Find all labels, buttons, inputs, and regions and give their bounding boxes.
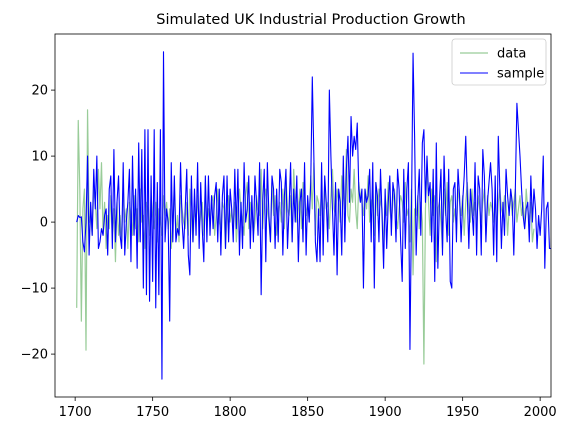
x-tick-label: 1900 bbox=[369, 405, 402, 420]
y-tick-label: 20 bbox=[31, 84, 48, 99]
y-tick-label: −10 bbox=[21, 282, 48, 297]
x-tick-label: 1950 bbox=[446, 405, 479, 420]
y-tick-label: −20 bbox=[21, 348, 48, 363]
y-tick-label: 0 bbox=[40, 216, 48, 231]
x-tick-label: 1850 bbox=[291, 405, 324, 420]
legend-label-sample: sample bbox=[497, 67, 544, 82]
x-tick-label: 2000 bbox=[524, 405, 557, 420]
legend-label-data: data bbox=[497, 47, 526, 62]
x-tick-label: 1800 bbox=[214, 405, 247, 420]
legend: data sample bbox=[452, 39, 546, 85]
chart-title: Simulated UK Industrial Production Growt… bbox=[156, 12, 465, 28]
x-tick-label: 1700 bbox=[59, 405, 92, 420]
y-tick-label: 10 bbox=[31, 150, 48, 165]
x-tick-label: 1750 bbox=[136, 405, 169, 420]
